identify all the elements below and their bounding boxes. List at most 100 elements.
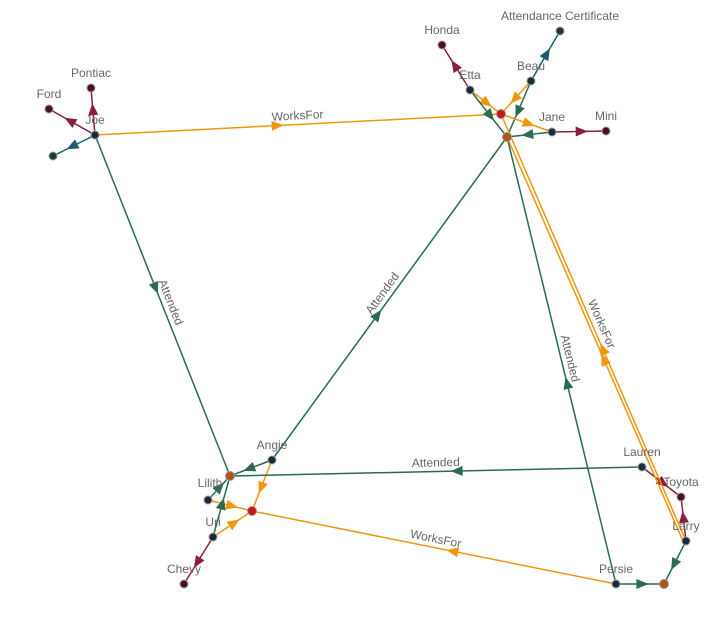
node-car[interactable]: Toyota: [663, 475, 699, 502]
node-label: Ford: [37, 87, 62, 101]
node-label: Etta: [459, 68, 481, 82]
arrowhead-icon: [539, 48, 550, 62]
node-label: Angie: [257, 438, 288, 452]
node-dot[interactable]: [437, 40, 447, 50]
node-dot[interactable]: [267, 455, 277, 465]
node-dot[interactable]: [676, 492, 686, 502]
edge-attended[interactable]: [506, 129, 553, 140]
node-person[interactable]: Larry: [672, 519, 700, 546]
edge-owns-car[interactable]: [441, 44, 471, 91]
node-dot[interactable]: [465, 85, 475, 95]
node-school[interactable]: [225, 471, 235, 481]
node-car[interactable]: Mini: [595, 109, 617, 136]
node-dot[interactable]: [44, 104, 54, 114]
node-person[interactable]: Persie: [599, 562, 633, 589]
node-label: Mini: [595, 109, 617, 123]
edge-works-for[interactable]: [251, 459, 273, 512]
edge-attended[interactable]: [663, 540, 687, 585]
node-certificate[interactable]: Attendance Certificate: [501, 9, 619, 36]
node-label: Lilith: [198, 476, 223, 490]
node-person[interactable]: Etta: [459, 68, 481, 95]
edge-attended[interactable]: Attended: [94, 134, 231, 477]
edge-attended[interactable]: Attended: [229, 455, 643, 477]
node-person[interactable]: Beau: [517, 59, 545, 86]
node-dot[interactable]: [659, 579, 669, 589]
edge-attended[interactable]: [212, 475, 231, 538]
edge-works-for[interactable]: [207, 499, 253, 512]
arrowhead-icon: [243, 461, 257, 472]
node-certificate[interactable]: [48, 151, 58, 161]
node-person[interactable]: Uri: [205, 515, 221, 542]
edge-attended[interactable]: [506, 80, 532, 138]
edge-certificate[interactable]: [52, 134, 96, 157]
edge-owns-car[interactable]: [48, 108, 96, 136]
node-dot[interactable]: [90, 130, 100, 140]
node-dot[interactable]: [611, 579, 621, 589]
arrowhead-icon: [193, 555, 205, 568]
node-label: Toyota: [663, 475, 699, 489]
edge-attended[interactable]: Attended: [271, 136, 508, 461]
edge-attended[interactable]: [207, 475, 231, 501]
node-dot[interactable]: [555, 26, 565, 36]
arrowhead-icon: [212, 482, 225, 495]
edge-owns-car[interactable]: [678, 496, 689, 542]
edge-owns-car[interactable]: [183, 536, 214, 585]
node-dot[interactable]: [637, 462, 647, 472]
node-person[interactable]: Joe: [85, 113, 105, 140]
node-car[interactable]: Chevy: [167, 562, 201, 589]
edge-works-for[interactable]: [500, 113, 553, 133]
node-person[interactable]: Jane: [539, 110, 565, 137]
node-dot[interactable]: [547, 127, 557, 137]
arrowhead-icon: [515, 104, 525, 118]
node-dot[interactable]: [502, 132, 512, 142]
node-person[interactable]: Lauren: [623, 445, 661, 472]
node-dot[interactable]: [208, 532, 218, 542]
node-dot[interactable]: [601, 126, 611, 136]
arrowhead-icon: [575, 126, 588, 137]
arrowhead-icon: [510, 91, 523, 104]
node-dot[interactable]: [203, 495, 213, 505]
node-school[interactable]: [502, 132, 512, 142]
edge-label: Attended: [156, 277, 187, 327]
node-company[interactable]: [247, 506, 257, 516]
node-dot[interactable]: [247, 506, 257, 516]
node-dot[interactable]: [681, 536, 691, 546]
edge-works-for[interactable]: [506, 136, 684, 542]
node-dot[interactable]: [48, 151, 58, 161]
node-car[interactable]: Pontiac: [71, 66, 111, 93]
node-dot[interactable]: [526, 76, 536, 86]
edge-attended[interactable]: Attended: [506, 136, 617, 585]
edge-owns-car[interactable]: [551, 126, 607, 137]
arrowhead-icon: [64, 117, 78, 129]
node-label: Attendance Certificate: [501, 9, 619, 23]
node-dot[interactable]: [179, 579, 189, 589]
edge-attended[interactable]: [616, 579, 664, 589]
node-label: Larry: [672, 519, 699, 533]
arrowhead-icon: [66, 139, 80, 150]
edge-works-for[interactable]: WorksFor: [94, 107, 502, 136]
edge-owns-car[interactable]: [88, 87, 99, 136]
edge-works-for[interactable]: WorksFor: [251, 510, 617, 585]
edge-works-for[interactable]: [500, 80, 532, 115]
edge-works-for[interactable]: [469, 89, 502, 115]
arrowhead-icon: [450, 465, 463, 476]
node-car[interactable]: Ford: [37, 87, 62, 114]
edge-works-for[interactable]: WorksFor: [500, 113, 687, 542]
node-person[interactable]: Lilith: [198, 476, 223, 505]
edge-label: WorksFor: [585, 297, 618, 350]
arrowhead-icon: [600, 343, 610, 357]
edge-attended[interactable]: [469, 89, 508, 138]
node-person[interactable]: Angie: [257, 438, 288, 465]
node-dot[interactable]: [496, 109, 506, 119]
edge-certificate[interactable]: [530, 30, 561, 82]
node-dot[interactable]: [225, 471, 235, 481]
node-dot[interactable]: [86, 83, 96, 93]
node-company[interactable]: [496, 109, 506, 119]
node-car[interactable]: Honda: [424, 23, 460, 50]
node-school[interactable]: [659, 579, 669, 589]
edge-works-for[interactable]: [212, 510, 253, 538]
edge-attended[interactable]: [229, 459, 273, 477]
